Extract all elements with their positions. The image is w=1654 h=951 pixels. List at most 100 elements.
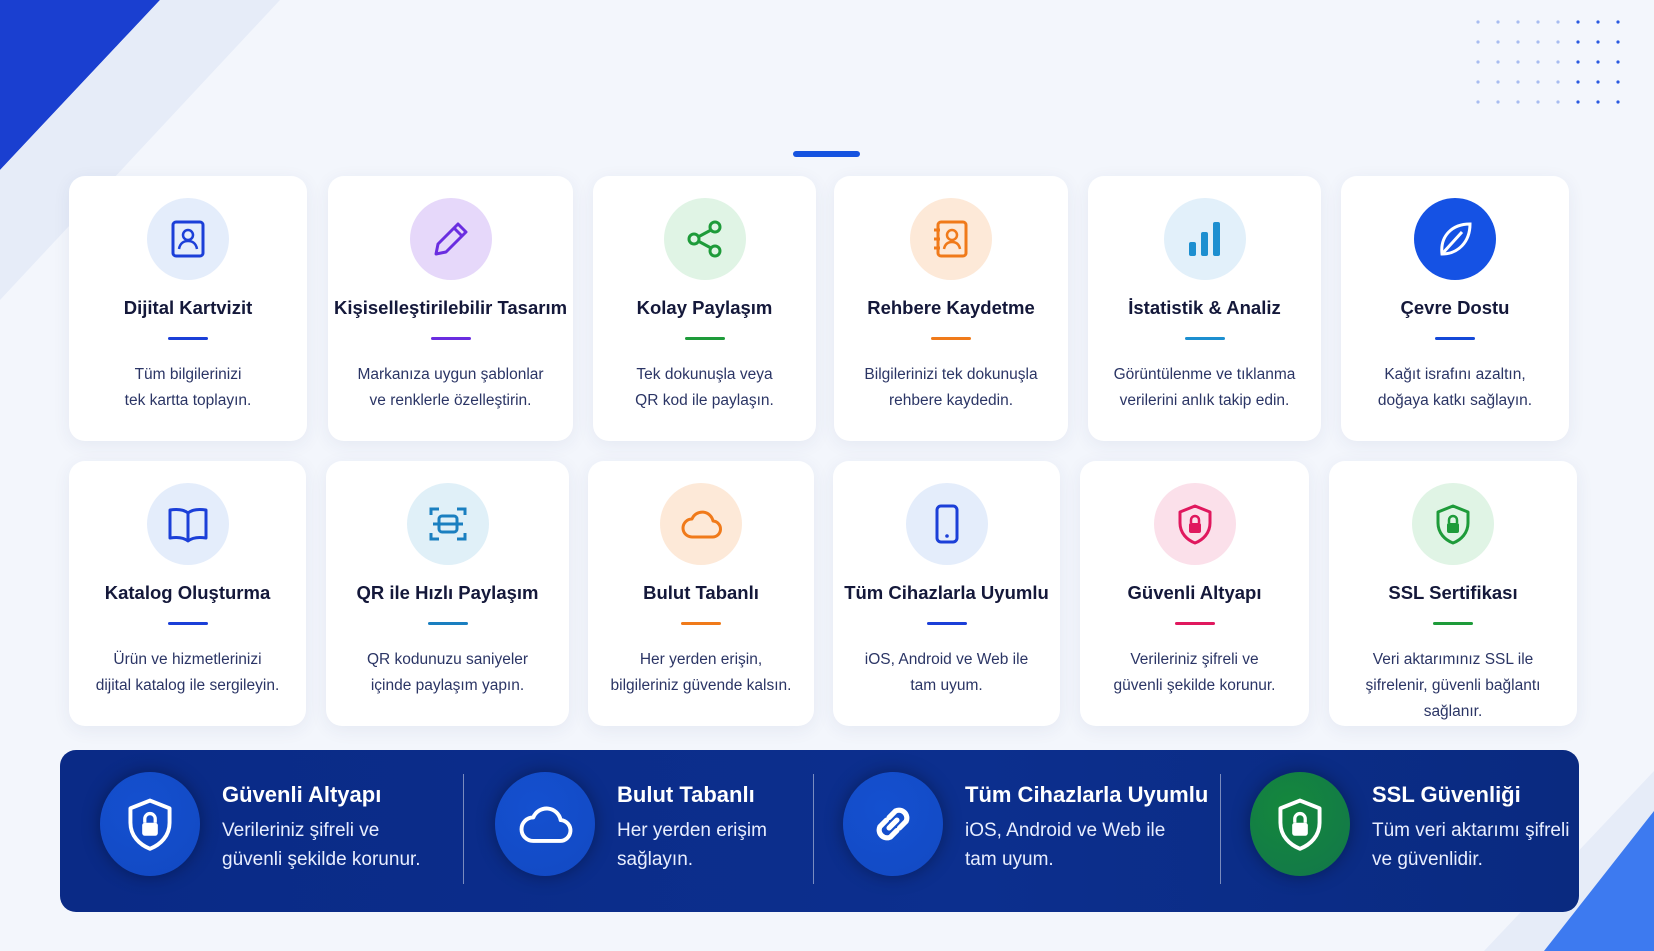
dot (1496, 60, 1500, 64)
description-line: bilgileriniz güvende kalsın. (610, 677, 792, 694)
cloud-icon (681, 510, 722, 539)
dot (1476, 80, 1480, 84)
feature-title: Tüm Cihazlarla Uyumlu (844, 582, 1049, 603)
feature-title: İstatistik & Analiz (1128, 297, 1281, 318)
feature-description: Veri aktarımınız SSL ile şifrelenir, güve… (1335, 647, 1571, 725)
description-line: Tüm veri aktarımı şifreli (1372, 820, 1570, 841)
feature-description: QR kodunuzu saniyeler içinde paylaşım yap… (332, 647, 563, 699)
feature-description: Görüntülenme ve tıklanma verilerini anlık… (1094, 362, 1315, 414)
shield-lock-icon (1278, 798, 1322, 851)
feature-description: Verileriniz şifreli ve güvenli şekilde ko… (1086, 647, 1303, 699)
title-underline (1184, 337, 1225, 340)
feature-description: Markanıza uygun şablonlar ve renklerle öz… (334, 362, 567, 414)
description-line: QR kodunuzu saniyeler (366, 651, 529, 668)
feature-description: Bilgilerinizi tek dokunuşla rehbere kayde… (840, 362, 1062, 414)
dot (1616, 20, 1620, 24)
smartphone-icon (935, 504, 958, 544)
dot (1576, 100, 1580, 104)
description-line: Her yerden erişin, (639, 651, 763, 668)
banner-divider (463, 774, 464, 884)
feature-card: İstatistik & Analiz Görüntülenme ve tıkl… (1088, 176, 1321, 441)
leaf-icon (1440, 222, 1472, 256)
description-line: Kağıt israfını azaltın, (1384, 366, 1526, 383)
description-line: Bilgilerinizi tek dokunuşla (864, 366, 1038, 383)
feature-title: Rehbere Kaydetme (867, 297, 1035, 318)
title-underline (931, 337, 971, 340)
shield-lock-icon (128, 798, 172, 851)
dot (1556, 40, 1560, 44)
dot (1576, 80, 1580, 84)
feature-icon-circle (663, 198, 746, 280)
dot (1556, 20, 1560, 24)
feature-title: Çevre Dostu (1400, 297, 1510, 318)
dot (1556, 80, 1560, 84)
description-line: ve renklerle özelleştirin. (369, 392, 532, 409)
feature-title: Güvenli Altyapı (1127, 582, 1262, 603)
book-icon (168, 507, 207, 543)
description-line: içinde paylaşım yapın. (370, 677, 525, 694)
feature-banner: Güvenli Altyapı Verileriniz şifreli ve güv… (60, 750, 1579, 912)
dot (1516, 40, 1520, 44)
dot (1516, 60, 1520, 64)
description-line: dijital katalog ile sergileyin. (95, 677, 280, 694)
description-line: Ürün ve hizmetlerinizi (113, 651, 262, 668)
feature-description: Tüm bilgilerinizi tek kartta toplayın. (75, 362, 301, 414)
description-line: iOS, Android ve Web ile (864, 651, 1029, 668)
feature-title: Dijital Kartvizit (123, 297, 253, 318)
pencil-icon (434, 222, 467, 256)
feature-icon-circle (409, 198, 492, 280)
description-line: verilerini anlık takip edin. (1119, 392, 1290, 409)
feature-description: iOS, Android ve Web ile tam uyum. (839, 647, 1054, 699)
feature-icon-circle (146, 483, 229, 565)
shield-lock-icon (1436, 504, 1470, 545)
feature-card: QR ile Hızlı Paylaşım QR kodunuzu saniye… (326, 461, 569, 726)
banner-item-title: SSL Güvenliği (1372, 782, 1521, 807)
feature-card: Rehbere Kaydetme Bilgilerinizi tek dokun… (834, 176, 1068, 441)
dot (1616, 60, 1620, 64)
dot (1576, 40, 1580, 44)
address-book-icon (934, 220, 968, 258)
dot (1516, 80, 1520, 84)
feature-icon-circle (905, 483, 988, 565)
feature-card: Bulut Tabanlı Her yerden erişin, bilgiler… (588, 461, 814, 726)
feature-title: Kişiselleştirilebilir Tasarım (333, 297, 568, 318)
feature-card: SSL Sertifikası Veri aktarımınız SSL ile… (1329, 461, 1577, 726)
feature-icon-circle (1153, 483, 1236, 565)
title-underline (684, 337, 725, 340)
description-line: Markanıza uygun şablonlar (357, 366, 544, 383)
cloud-icon (519, 806, 573, 843)
description-line: ve güvenlidir. (1372, 849, 1483, 870)
feature-title: Bulut Tabanlı (643, 582, 759, 603)
dot (1556, 100, 1560, 104)
banner-item-description: Verileriniz şifreli ve güvenli şekilde ko… (222, 816, 421, 874)
dot (1536, 20, 1540, 24)
banner-item-title: Tüm Cihazlarla Uyumlu (965, 782, 1209, 807)
banner-icon-circle (843, 772, 943, 876)
feature-icon-circle (1163, 198, 1246, 280)
banner-icon-circle (1250, 772, 1350, 876)
dot (1476, 60, 1480, 64)
banner-icon-circle (100, 772, 200, 876)
dot (1596, 100, 1600, 104)
feature-title: Kolay Paylaşım (636, 297, 773, 318)
link-icon (876, 807, 910, 841)
dot (1556, 60, 1560, 64)
banner-item-title: Bulut Tabanlı (617, 782, 755, 807)
dot (1616, 80, 1620, 84)
feature-card: Katalog Oluşturma Ürün ve hizmetlerinizi… (69, 461, 306, 726)
dot (1596, 40, 1600, 44)
feature-description: Kağıt israfını azaltın, doğaya katkı sağl… (1347, 362, 1563, 414)
description-line: sağlayın. (617, 849, 694, 870)
dot (1596, 20, 1600, 24)
feature-card: Tüm Cihazlarla Uyumlu iOS, Android ve We… (833, 461, 1060, 726)
dot (1616, 40, 1620, 44)
title-underline (167, 622, 208, 625)
banner-divider (1220, 774, 1221, 884)
share-icon (687, 220, 721, 258)
title-underline (681, 622, 721, 625)
dot (1496, 20, 1500, 24)
dot (1596, 80, 1600, 84)
description-line: Verileriniz şifreli ve (1130, 651, 1259, 668)
feature-icon-circle (147, 198, 229, 280)
banner-divider (813, 774, 814, 884)
